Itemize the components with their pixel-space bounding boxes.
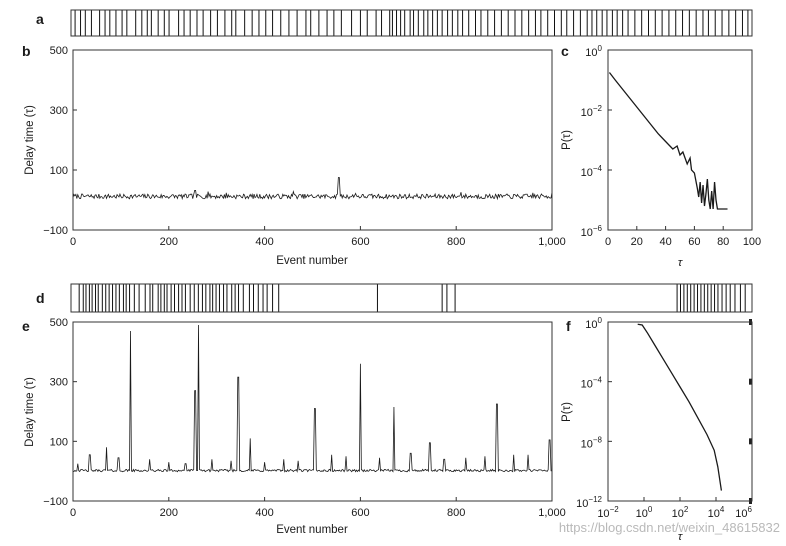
panel-b-x-tick-label: 400 — [255, 236, 273, 248]
panel-c-x-tick-label: 0 — [605, 236, 611, 248]
panel-b-x-label: Event number — [276, 255, 348, 267]
panel-f-y-tick-label: 10−4 — [581, 376, 603, 391]
panel-f-x-label: τ — [678, 531, 683, 543]
watermark-text: https://blog.csdn.net/weixin_48615832 — [559, 520, 780, 535]
panel-e-delay-trace: 0 200 400 600 800 1,000 −100 100 300 500 Event nu… — [24, 317, 566, 536]
panel-b-x-tick-label: 200 — [160, 236, 178, 248]
panel-b-y-tick-label: 300 — [50, 105, 68, 117]
panel-e-y-tick-label: 100 — [50, 436, 68, 448]
panel-f-y-label: P(τ) — [561, 402, 573, 422]
panel-b-x-tick-label: 0 — [70, 236, 76, 248]
panel-f-x-tick-label: 102 — [672, 505, 689, 520]
panel-b-y-tick-label: 100 — [50, 165, 68, 177]
panel-f-frame — [607, 321, 753, 502]
panel-b-x-tick-label: 600 — [351, 236, 369, 248]
panel-b-x-tick-label: 1,000 — [538, 236, 566, 248]
panel-b-frame — [72, 49, 553, 231]
panel-f-y-tick-label: 100 — [585, 316, 602, 331]
panel-e-x-tick-label: 400 — [255, 507, 273, 519]
panel-b-series-line — [72, 177, 553, 201]
panel-c-y-label: P(τ) — [561, 130, 573, 150]
panel-letter-b: b — [22, 43, 31, 59]
panel-d-frame — [70, 283, 753, 313]
panel-a-frame — [70, 9, 753, 37]
panel-f-x-tick-label: 104 — [708, 505, 725, 520]
panel-c-series-line — [608, 72, 728, 210]
panel-e-x-tick-label: 200 — [160, 507, 178, 519]
panel-letter-f: f — [566, 318, 571, 334]
panel-e-x-tick-label: 800 — [447, 507, 465, 519]
panel-c-x-tick-label: 100 — [743, 236, 761, 248]
panel-f-right-tick-mark — [749, 378, 752, 385]
panel-letter-d: d — [36, 290, 45, 306]
panel-f-y-tick-label: 10−12 — [576, 495, 602, 510]
panel-c-y-tick-label: 10−2 — [581, 104, 603, 119]
panel-f-x-tick-label: 100 — [636, 505, 653, 520]
panel-e-y-tick-label: 300 — [50, 377, 68, 389]
panel-c-x-label: τ — [678, 257, 683, 269]
panel-f-right-tick-mark — [749, 438, 752, 445]
panel-b-y-label: Delay time (τ) — [24, 105, 36, 175]
panel-f-x-tick-label: 10−2 — [597, 505, 619, 520]
panel-e-y-label: Delay time (τ) — [24, 377, 36, 447]
panel-b-y-tick-label: 500 — [50, 45, 68, 57]
panel-b-delay-trace: 0 200 400 600 800 1,000 −100 100 300 500 Event nu… — [24, 45, 566, 267]
panel-c-x-tick-label: 20 — [631, 236, 643, 248]
panel-c-x-tick-label: 40 — [659, 236, 671, 248]
panel-letter-c: c — [561, 43, 569, 59]
panel-c-y-tick-label: 10−4 — [581, 164, 603, 179]
panel-e-x-tick-label: 1,000 — [538, 507, 566, 519]
panel-e-y-tick-label: −100 — [43, 496, 68, 508]
panel-d-event-strip — [70, 283, 753, 313]
panel-c-y-tick-label: 10−6 — [581, 224, 603, 239]
panel-e-x-label: Event number — [276, 524, 348, 536]
panel-c-y-tick-label: 100 — [585, 44, 602, 59]
panel-e-y-tick-label: 500 — [50, 317, 68, 329]
panel-c-distribution: 0 20 40 60 80 100 100 10−2 10−4 10−6 τ P(τ) — [561, 44, 761, 269]
panel-letter-a: a — [36, 11, 44, 27]
panel-c-x-tick-label: 60 — [688, 236, 700, 248]
panel-b-x-tick-label: 800 — [447, 236, 465, 248]
panel-b-y-tick-label: −100 — [43, 225, 68, 237]
panel-f-y-tick-label: 10−8 — [581, 435, 603, 450]
panel-e-x-tick-label: 600 — [351, 507, 369, 519]
panel-e-x-tick-label: 0 — [70, 507, 76, 519]
panel-a-event-strip — [70, 9, 753, 37]
panel-letter-e: e — [22, 318, 30, 334]
panel-e-frame — [72, 321, 553, 502]
panel-f-series-line — [637, 323, 723, 491]
panel-e-series-line — [72, 324, 553, 473]
panel-c-frame — [607, 49, 753, 231]
panel-f-x-tick-label: 106 — [735, 505, 752, 520]
panel-c-x-tick-label: 80 — [717, 236, 729, 248]
panel-f-distribution: 10−2 100 102 104 106 100 10−4 10−8 10−12 τ P(τ) — [561, 316, 753, 543]
